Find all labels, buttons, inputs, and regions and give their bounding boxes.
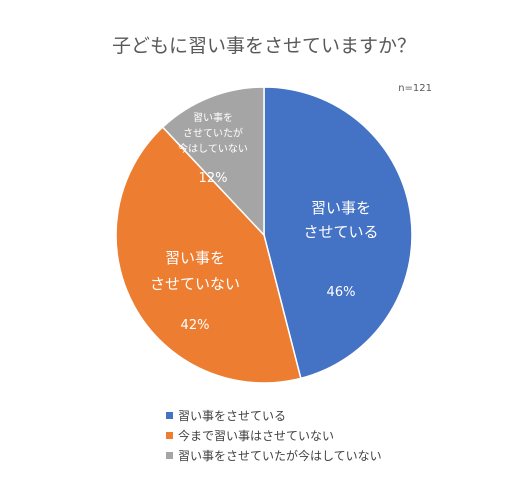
legend-swatch-3	[166, 452, 173, 459]
sample-size-note: n=121	[398, 83, 432, 94]
slice-label-1-line-1: 習い事を	[311, 199, 371, 217]
slice-value-label-3: 12%	[199, 171, 228, 186]
slice-label-3-line-1: 習い事を	[193, 111, 233, 124]
slice-value-label-2: 42%	[181, 318, 210, 333]
legend-label-3: 習い事をさせていたが今はしていない	[178, 448, 382, 463]
slice-value-label-1: 46%	[327, 285, 356, 300]
pie-slice-labels: 習い事をさせている46%習い事をさせていない42%習い事をさせていたが今はしてい…	[150, 111, 379, 333]
legend-label-1: 習い事をさせている	[178, 409, 286, 423]
legend-swatch-2	[166, 432, 173, 439]
slice-label-1-line-2: させている	[303, 223, 378, 241]
slice-label-3-line-3: 今はしていない	[178, 142, 248, 155]
pie-slice-2	[115, 126, 302, 384]
legend-label-2: 今まで習い事はさせていない	[178, 428, 334, 443]
legend-swatch-1	[166, 412, 173, 419]
pie-slice-3	[161, 86, 265, 237]
chart-title: 子どもに習い事をさせていますか？	[112, 35, 416, 57]
slice-label-3-line-2: させていたが	[183, 127, 243, 140]
pie-slices	[115, 86, 413, 384]
slice-label-2-line-2: させていない	[150, 275, 240, 293]
pie-slice-1	[263, 86, 413, 380]
slice-label-2-line-1: 習い事を	[165, 249, 225, 267]
